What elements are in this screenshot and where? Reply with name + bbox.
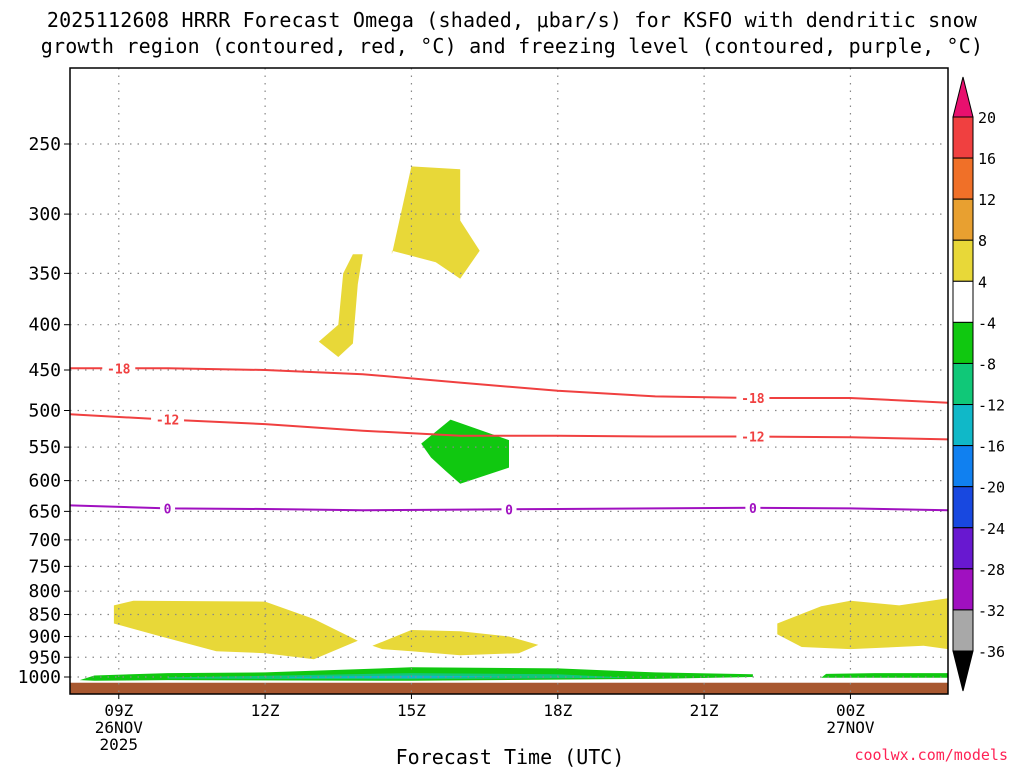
- colorbar-label--32: -32: [978, 602, 1005, 620]
- x-axis-title: Forecast Time (UTC): [395, 745, 625, 769]
- y-tick-label-800: 800: [28, 581, 61, 602]
- y-tick-label-400: 400: [28, 315, 61, 336]
- contour-label-bg--18-1: [102, 360, 136, 377]
- omega-region-2: [318, 254, 363, 357]
- x-tick-label-09Z: 09Z: [104, 701, 133, 720]
- colorbar-label--12: -12: [978, 397, 1005, 415]
- source-credit[interactable]: coolwx.com/models: [854, 746, 1008, 764]
- ground-band: [70, 682, 948, 694]
- omega-region-6: [777, 598, 948, 650]
- y-tick-label-550: 550: [28, 437, 61, 458]
- omega-region-1: [391, 166, 480, 279]
- y-tick-label-500: 500: [28, 401, 61, 422]
- contour-label-bg--12-2: [736, 428, 770, 445]
- x-tick-label-09Z-line2: 26NOV: [95, 718, 144, 737]
- x-tick-label-09Z-line3: 2025: [100, 735, 139, 754]
- colorbar-box-3: [952, 198, 974, 241]
- y-tick-label-850: 850: [28, 605, 61, 626]
- omega-region-3: [421, 419, 509, 484]
- colorbar-box-5: [952, 280, 974, 323]
- contour-label-bg--18-2: [736, 389, 770, 406]
- colorbar-box-1: [952, 116, 974, 159]
- colorbar-box-10: [952, 486, 974, 529]
- x-tick-label-18Z: 18Z: [543, 701, 572, 720]
- contour-label-0-1: 0: [164, 502, 172, 517]
- colorbar-box-2: [952, 157, 974, 200]
- contour-label-bg-0-2: [501, 501, 517, 518]
- colorbar-bottom-arrow: [952, 650, 974, 692]
- x-tick-label-00Z-line2: 27NOV: [826, 718, 875, 737]
- x-tick-label-12Z: 12Z: [251, 701, 280, 720]
- colorbar-label-20: 20: [978, 109, 996, 127]
- y-tick-label-450: 450: [28, 360, 61, 381]
- colorbar-label-16: 16: [978, 150, 996, 168]
- colorbar-label--20: -20: [978, 479, 1005, 497]
- colorbar-box-7: [952, 362, 974, 406]
- contour-label--12-1: -12: [156, 414, 179, 429]
- y-tick-label-650: 650: [28, 501, 61, 522]
- contour-line--18: [70, 367, 949, 404]
- colorbar-label--24: -24: [978, 520, 1005, 538]
- contour-label-bg--12-1: [151, 411, 185, 428]
- colorbar-label-8: 8: [978, 232, 987, 250]
- colorbar-label--16: -16: [978, 438, 1005, 456]
- omega-region-10: [821, 673, 948, 678]
- colorbar-label-4: 4: [978, 273, 987, 291]
- contour-label--18-2: -18: [741, 392, 765, 407]
- colorbar-box-11: [952, 527, 974, 570]
- y-tick-label-1000: 1000: [18, 667, 61, 688]
- colorbar-label-12: 12: [978, 191, 996, 209]
- omega-region-5: [372, 630, 539, 656]
- chart-title-line1: 2025112608 HRRR Forecast Omega (shaded, …: [46, 8, 978, 32]
- colorbar-top-arrow: [952, 76, 974, 118]
- y-tick-label-300: 300: [28, 204, 61, 225]
- colorbar-label--8: -8: [978, 355, 996, 373]
- contour-label-bg-0-3: [745, 499, 761, 516]
- x-tick-label-21Z: 21Z: [690, 701, 719, 720]
- y-tick-label-950: 950: [28, 647, 61, 668]
- colorbar-label--4: -4: [978, 314, 996, 332]
- colorbar-box-6: [952, 321, 974, 364]
- contour-label--12-2: -12: [741, 431, 764, 446]
- omega-region-9: [289, 675, 509, 679]
- plot-frame: [69, 67, 949, 695]
- colorbar-box-12: [952, 568, 974, 611]
- x-tick-label-00Z: 00Z: [836, 701, 865, 720]
- colorbar-label--28: -28: [978, 561, 1005, 579]
- y-tick-label-700: 700: [28, 530, 61, 551]
- contour-line--12: [69, 413, 949, 441]
- omega-region-4: [113, 600, 358, 660]
- chart-title-line2: growth region (contoured, red, °C) and f…: [40, 34, 984, 58]
- colorbar-box-4: [952, 239, 974, 282]
- contour-label-0-3: 0: [749, 502, 757, 517]
- colorbar-box-13: [952, 609, 974, 652]
- x-tick-label-15Z: 15Z: [397, 701, 426, 720]
- y-tick-label-250: 250: [28, 134, 61, 155]
- y-tick-label-600: 600: [28, 471, 61, 492]
- contour-label-bg-0-1: [160, 500, 176, 517]
- y-tick-label-350: 350: [28, 263, 61, 284]
- contour-label--18-1: -18: [107, 362, 131, 377]
- colorbar-label--36: -36: [978, 643, 1005, 661]
- contour-label-0-2: 0: [505, 503, 513, 518]
- colorbar-box-9: [952, 445, 974, 488]
- y-tick-label-900: 900: [28, 626, 61, 647]
- y-tick-label-750: 750: [28, 556, 61, 577]
- colorbar-box-8: [952, 404, 974, 447]
